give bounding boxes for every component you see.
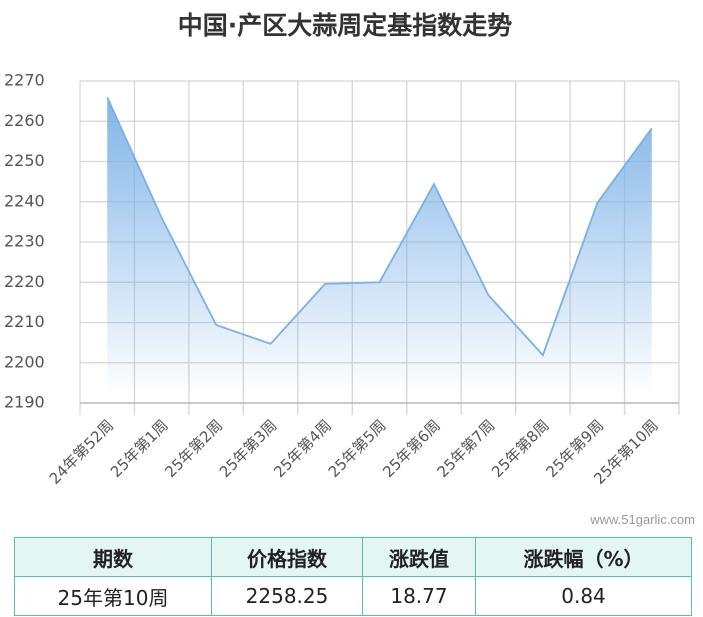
area: [107, 97, 652, 391]
y-tick-label: 2240: [4, 191, 45, 210]
y-tick-label: 2190: [4, 393, 45, 412]
header-row: 期数 价格指数 涨跌值 涨跌幅（%）: [14, 537, 692, 577]
header-cell: 涨跌值: [362, 537, 476, 577]
x-tick-label: 25年第5周: [325, 416, 390, 481]
x-tick-label: 25年第1周: [107, 416, 172, 481]
watermark: www.51garlic.com: [590, 512, 695, 527]
y-tick-label: 2210: [4, 312, 45, 331]
chart: 中国·产区大蒜周定基指数走势 2190 2200 2210 2220 2230 2240 2…: [4, 11, 680, 488]
data-row: 25年第10周 2258.25 18.77 0.84: [14, 576, 692, 616]
header-cell: 涨跌幅（%）: [475, 537, 692, 577]
summary-table: 期数 价格指数 涨跌值 涨跌幅（%） 25年第10周 2258.25 18.77…: [14, 537, 692, 616]
cell: 2258.25: [211, 576, 363, 616]
line: [106, 96, 653, 357]
x-tick-label: 24年第52周: [46, 416, 118, 488]
y-tick-label: 2260: [4, 111, 45, 130]
x-tick-label: 25年第8周: [488, 416, 553, 481]
y-tick-label: 2200: [4, 352, 45, 371]
header-cell: 期数: [14, 537, 212, 577]
x-tick-label: 25年第3周: [216, 416, 281, 481]
cell: 0.84: [475, 576, 692, 616]
y-tick-label: 2230: [4, 232, 45, 251]
header-cell: 价格指数: [211, 537, 363, 577]
x-tick-label: 25年第7周: [434, 416, 499, 481]
x-tick-label: 25年第2周: [161, 416, 226, 481]
chart-title: 中国·产区大蒜周定基指数走势: [178, 11, 513, 40]
x-tick-label: 25年第6周: [379, 416, 444, 481]
cell: 18.77: [362, 576, 476, 616]
y-tick-label: 2270: [4, 71, 45, 90]
cell: 25年第10周: [14, 576, 212, 616]
x-tick-label: 25年第4周: [270, 416, 335, 481]
y-tick-label: 2220: [4, 272, 45, 291]
y-tick-label: 2250: [4, 151, 45, 170]
